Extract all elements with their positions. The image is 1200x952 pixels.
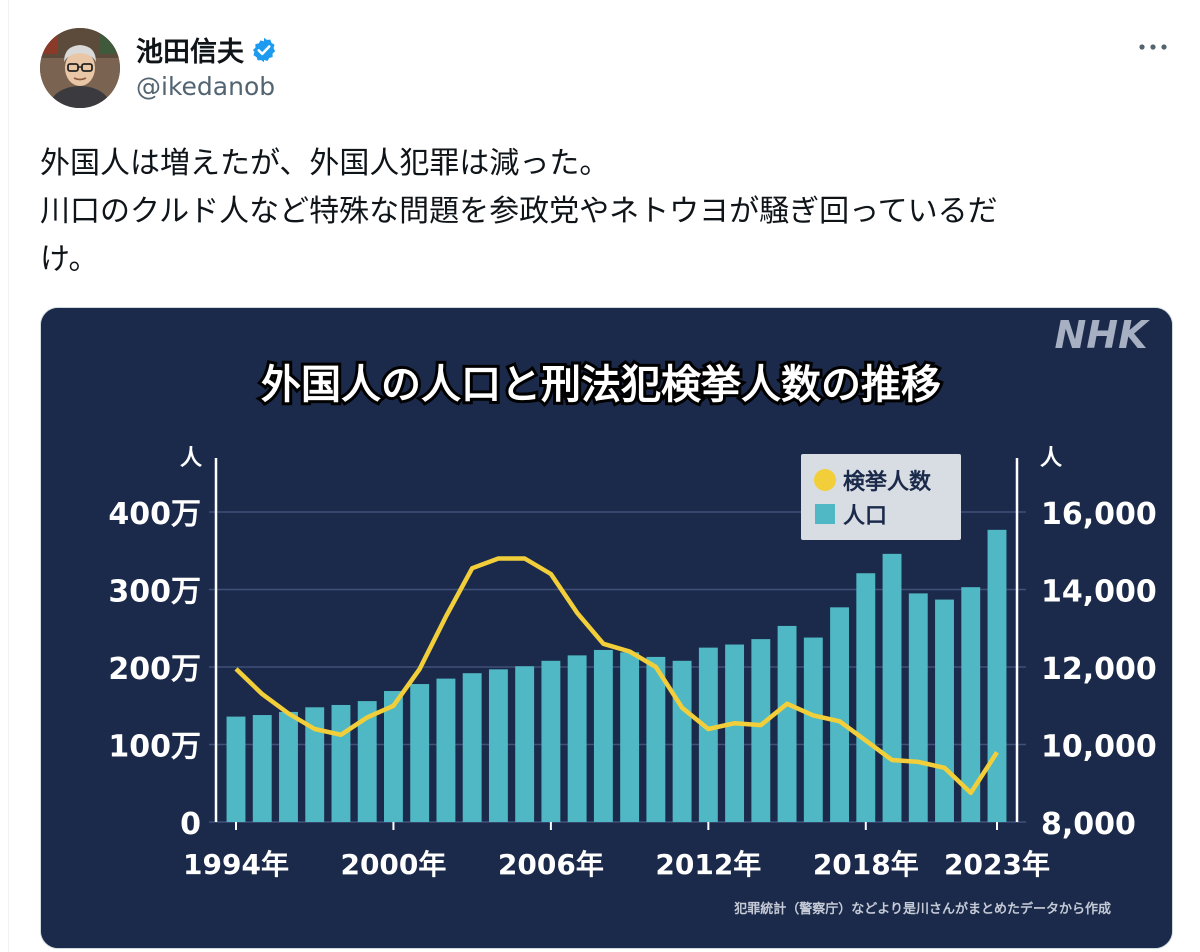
chart: NHK 外国人の人口と刑法犯検挙人数の推移 0 8,000 100万 10,000 20… (41, 308, 1172, 948)
bar (515, 666, 535, 822)
left-tick-label: 0 (180, 807, 201, 842)
bar (279, 711, 298, 822)
bar (751, 639, 771, 822)
bar (830, 607, 849, 822)
bar (698, 647, 718, 822)
tweet-media-image[interactable]: NHK 外国人の人口と刑法犯検挙人数の推移 0 8,000 100万 10,000 20… (40, 307, 1173, 949)
bar (803, 637, 823, 822)
line-series (234, 556, 999, 796)
line-path (234, 556, 999, 796)
x-tick-label: 2023年 (944, 848, 1050, 881)
bar (961, 587, 981, 822)
more-dots-icon[interactable] (1136, 34, 1170, 60)
bar (252, 715, 272, 822)
bar (987, 529, 1007, 822)
bar (384, 691, 403, 822)
bar (226, 716, 246, 822)
left-tick-label: 100万 (108, 730, 201, 765)
right-axis-unit: 人 (1040, 446, 1062, 471)
bar (305, 707, 325, 822)
axes: 0 8,000 100万 10,000 200万 12,000 300万 14,000 400万… (108, 446, 1156, 881)
legend-label-bar: 人口 (843, 504, 887, 529)
right-tick-label: 12,000 (1041, 652, 1157, 687)
legend-label-line: 検挙人数 (843, 469, 932, 495)
legend-swatch-bar (815, 504, 835, 524)
tweet-text: 外国人は増えたが、外国人犯罪は減った。 川口のクルド人など特殊な問題を参政党やネ… (40, 140, 1160, 284)
bar (935, 599, 954, 822)
x-tick-label: 2012年 (655, 848, 761, 881)
legend-swatch-line (814, 469, 836, 491)
bar (567, 655, 587, 822)
bar (488, 669, 508, 822)
right-tick-label: 16,000 (1041, 497, 1157, 532)
handle[interactable]: @ikedanob (136, 72, 276, 101)
left-tick-label: 200万 (108, 652, 201, 687)
legend: 検挙人数 人口 (801, 454, 961, 540)
left-tick-label: 400万 (108, 497, 201, 532)
display-name[interactable]: 池田信夫 (136, 37, 244, 68)
verified-badge-icon (252, 37, 276, 62)
right-tick-label: 14,000 (1041, 575, 1157, 610)
tweet-line: 川口のクルド人など特殊な問題を参政党やネトウヨが騒ぎ回っているだ (40, 194, 998, 229)
author-name-row: 池田信夫 (136, 30, 278, 69)
bar (882, 553, 902, 822)
right-tick-label: 10,000 (1041, 730, 1157, 765)
bar (436, 678, 456, 822)
bar (541, 660, 561, 822)
bar (620, 652, 640, 822)
bar (856, 573, 876, 822)
bar-series (226, 529, 1007, 822)
avatar-photo (40, 28, 120, 108)
right-tick-label: 8,000 (1041, 807, 1136, 842)
x-tick-label: 2000年 (340, 848, 446, 881)
chart-background (41, 308, 1172, 948)
x-tick-label: 1994年 (183, 848, 289, 881)
bar (646, 656, 666, 822)
timeline-border (8, 0, 9, 952)
bar (410, 684, 430, 822)
tweet-line: け。 (40, 242, 99, 277)
left-axis-unit: 人 (180, 446, 202, 471)
bar (725, 644, 745, 822)
avatar[interactable] (40, 28, 120, 108)
chart-title: 外国人の人口と刑法犯検挙人数の推移 (261, 362, 941, 408)
bar (357, 701, 377, 822)
x-tick-label: 2006年 (498, 848, 604, 881)
bar (672, 660, 692, 822)
tweet-line: 外国人は増えたが、外国人犯罪は減った。 (40, 146, 610, 181)
bar (462, 673, 482, 822)
bar (777, 625, 797, 822)
left-tick-label: 300万 (108, 575, 201, 610)
bar (593, 649, 613, 822)
bar (908, 593, 928, 822)
nhk-logo: NHK (1054, 313, 1150, 357)
source-note: 犯罪統計（警察庁）などより是川さんがまとめたデータから作成 (733, 901, 1111, 917)
legend-box (801, 454, 961, 540)
x-tick-label: 2018年 (813, 848, 919, 881)
bar (331, 704, 351, 822)
